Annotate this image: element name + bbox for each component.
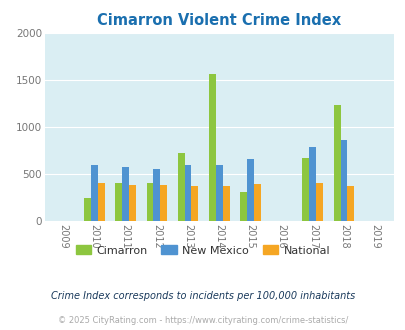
Bar: [184, 165, 191, 221]
Bar: [177, 153, 184, 221]
Bar: [333, 105, 340, 221]
Bar: [239, 192, 246, 221]
Bar: [309, 147, 315, 221]
Legend: Cimarron, New Mexico, National: Cimarron, New Mexico, National: [71, 241, 334, 260]
Bar: [246, 159, 253, 221]
Bar: [146, 183, 153, 221]
Bar: [222, 186, 229, 221]
Bar: [191, 186, 198, 221]
Bar: [302, 158, 309, 221]
Bar: [122, 168, 129, 221]
Bar: [153, 169, 160, 221]
Bar: [91, 165, 98, 221]
Bar: [160, 185, 167, 221]
Bar: [347, 186, 353, 221]
Bar: [340, 140, 347, 221]
Bar: [315, 183, 322, 221]
Text: Crime Index corresponds to incidents per 100,000 inhabitants: Crime Index corresponds to incidents per…: [51, 291, 354, 301]
Bar: [115, 183, 122, 221]
Bar: [98, 183, 104, 221]
Bar: [253, 184, 260, 221]
Bar: [209, 74, 215, 221]
Title: Cimarron Violent Crime Index: Cimarron Violent Crime Index: [97, 13, 341, 28]
Text: © 2025 CityRating.com - https://www.cityrating.com/crime-statistics/: © 2025 CityRating.com - https://www.city…: [58, 316, 347, 325]
Bar: [129, 185, 136, 221]
Bar: [84, 198, 91, 221]
Bar: [215, 165, 222, 221]
